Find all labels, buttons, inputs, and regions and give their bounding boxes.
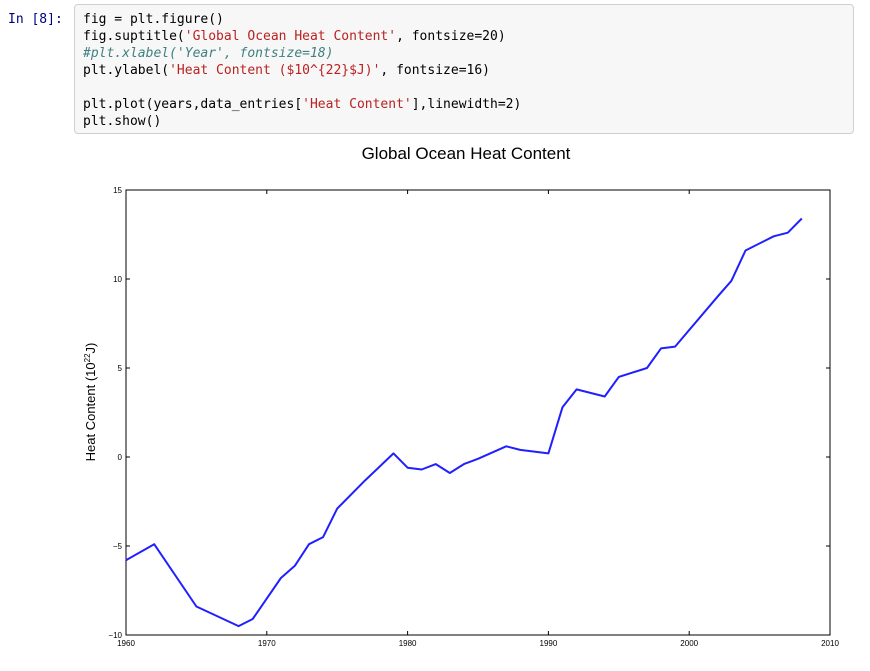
code-token: 'Global Ocean Heat Content' [184, 29, 397, 44]
code-line [83, 79, 845, 96]
chart-title: Global Ocean Heat Content [362, 144, 571, 163]
code-token: , fontsize=16) [380, 63, 490, 78]
y-axis-label-sup: 22 [83, 353, 92, 362]
code-token: plt.show() [83, 114, 162, 129]
svg-text:Heat Content (1022J): Heat Content (1022J) [83, 343, 98, 462]
code-token: plt.ylabel( [83, 63, 170, 78]
x-tick-label: 1980 [399, 639, 417, 648]
code-token: fig = plt.figure() [83, 12, 224, 27]
code-token: #plt.xlabel('Year', fontsize=18) [83, 46, 334, 61]
y-tick-label: −5 [113, 542, 123, 551]
y-tick-label: −10 [108, 631, 122, 640]
code-token: 'Heat Content ($10^{22}$J)' [169, 63, 381, 78]
code-line: fig.suptitle('Global Ocean Heat Content'… [83, 28, 845, 45]
code-line: plt.ylabel('Heat Content ($10^{22}$J)', … [83, 62, 845, 79]
x-tick-label: 1960 [117, 639, 135, 648]
code-line: #plt.xlabel('Year', fontsize=18) [83, 45, 845, 62]
y-tick-label: 0 [118, 453, 123, 462]
series-line-heat-content [125, 217, 803, 628]
output-area: Global Ocean Heat Content Heat Content (… [74, 140, 864, 666]
code-line: plt.plot(years,data_entries['Heat Conten… [83, 96, 845, 113]
code-line: plt.show() [83, 113, 845, 130]
code-token: plt.plot(years,data_entries[ [83, 97, 303, 112]
y-axis-label: Heat Content (1022J) [83, 343, 98, 462]
code-token: ],linewidth=2) [411, 97, 522, 112]
code-block[interactable]: fig = plt.figure() fig.suptitle('Global O… [83, 11, 845, 130]
x-tick-label: 2010 [821, 639, 839, 648]
code-token: fig.suptitle( [83, 29, 185, 44]
y-tick-label: 10 [113, 275, 122, 284]
x-tick-label: 1970 [258, 639, 276, 648]
code-line: fig = plt.figure() [83, 11, 845, 28]
y-axis-label-text: Heat Content (10 [83, 362, 98, 461]
plot-frame [125, 189, 831, 636]
code-token: , fontsize=20) [396, 29, 506, 44]
input-prompt: In [8]: [8, 12, 63, 27]
line-chart: Global Ocean Heat Content Heat Content (… [83, 144, 839, 648]
x-tick-label: 2000 [680, 639, 698, 648]
code-input-area[interactable]: fig = plt.figure() fig.suptitle('Global O… [74, 4, 854, 134]
x-tick-label: 1990 [540, 639, 558, 648]
y-axis-label-end: J) [83, 343, 98, 354]
y-tick-label: 5 [118, 364, 123, 373]
code-token: 'Heat Content' [302, 97, 412, 112]
y-tick-label: 15 [113, 186, 122, 195]
